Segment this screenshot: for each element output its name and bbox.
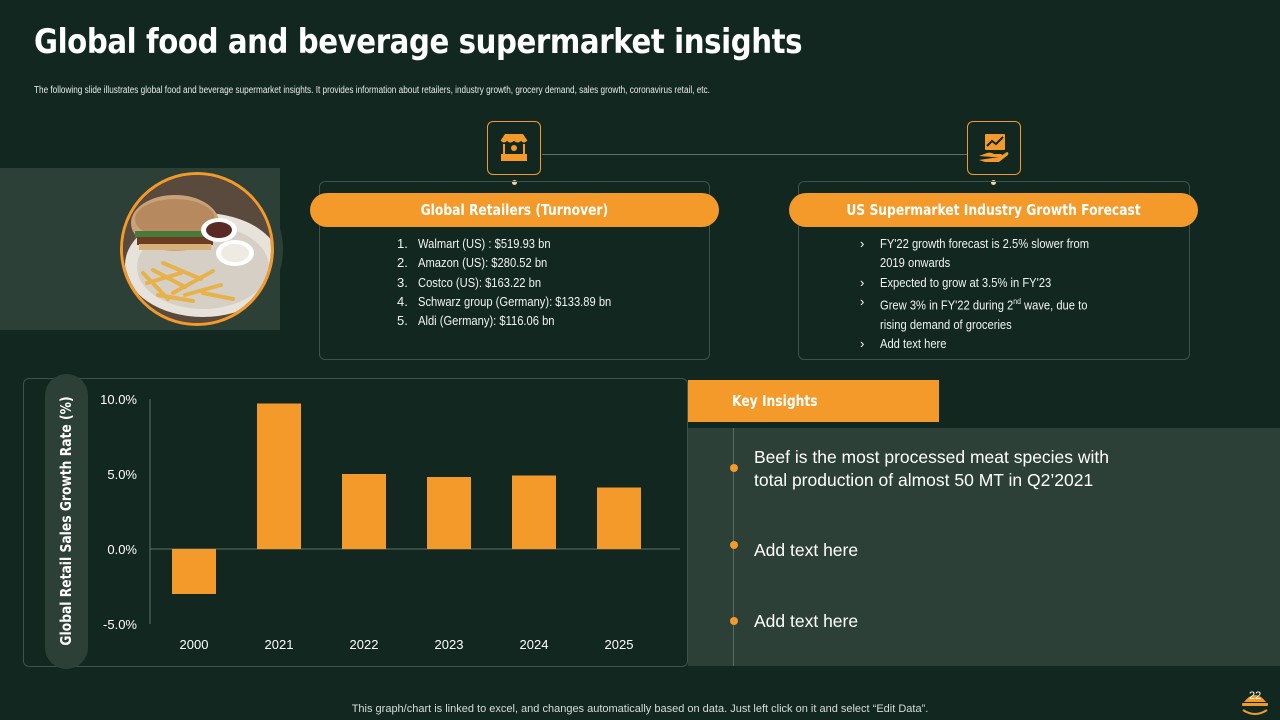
forecast-title: US Supermarket Industry Growth Forecast: [789, 193, 1198, 227]
insight-dot: [730, 541, 738, 549]
insight-text: Add text here: [754, 611, 859, 631]
y-axis-label-pill: [45, 374, 88, 669]
connector-line: [542, 154, 968, 155]
connector-dot-right: [991, 180, 996, 185]
forecast-list: › FY'22 growth forecast is 2.5% slower fr…: [860, 234, 1123, 353]
list-item: 2. Amazon (US): $280.52 bn: [397, 255, 548, 271]
insight-text: Add text here: [754, 540, 859, 560]
list-item-continued: rising demand of groceries: [880, 316, 1012, 332]
list-item-continued: 2019 onwards: [880, 255, 951, 271]
list-item: 1. Walmart (US) : $519.93 bn: [397, 236, 551, 251]
list-item: 5. Aldi (Germany): $116.06 bn: [397, 313, 555, 329]
list-item: › Add text here: [860, 335, 947, 351]
key-insights-tab: Key Insights: [688, 380, 939, 422]
list-item: › FY'22 growth forecast is 2.5% slower fr…: [860, 236, 1090, 251]
key-insights-panel: [688, 428, 1280, 666]
page-title: Global food and beverage supermarket ins…: [34, 22, 803, 62]
forecast-card: [798, 181, 1190, 360]
list-item: 3. Costco (US): $163.22 bn: [397, 274, 542, 290]
insight-dot: [730, 617, 738, 625]
food-photo: [120, 172, 274, 326]
burger-fries-image: [123, 175, 271, 323]
retailers-list: 1. Walmart (US) : $519.93 bn 2. Amazon (US…: [397, 234, 643, 330]
insight-dot: [730, 464, 738, 472]
list-item: › Grew 3% in FY'22 during 2nd wave, due t…: [860, 293, 1088, 313]
retailers-card: [319, 181, 710, 360]
insight-text: Beef is the most processed meat species …: [754, 447, 1110, 490]
food-tray-icon: [1242, 695, 1268, 715]
retailers-title: Global Retailers (Turnover): [310, 193, 719, 227]
page-subtitle: The following slide illustrates global f…: [34, 85, 710, 96]
growth-hand-icon: [967, 121, 1021, 175]
list-item: 4. Schwarz group (Germany): $133.89 bn: [397, 293, 612, 309]
list-item: › Expected to grow at 3.5% in FY'23: [860, 274, 1052, 290]
chart-panel: [23, 378, 688, 667]
page-number: 22: [1249, 690, 1262, 702]
market-stall-icon: [487, 121, 541, 175]
y-axis-label: Global Retail Sales Growth Rate (%): [57, 396, 75, 646]
connector-dot-left: [512, 180, 517, 185]
footer-note: This graph/chart is linked to excel, and…: [351, 703, 929, 715]
